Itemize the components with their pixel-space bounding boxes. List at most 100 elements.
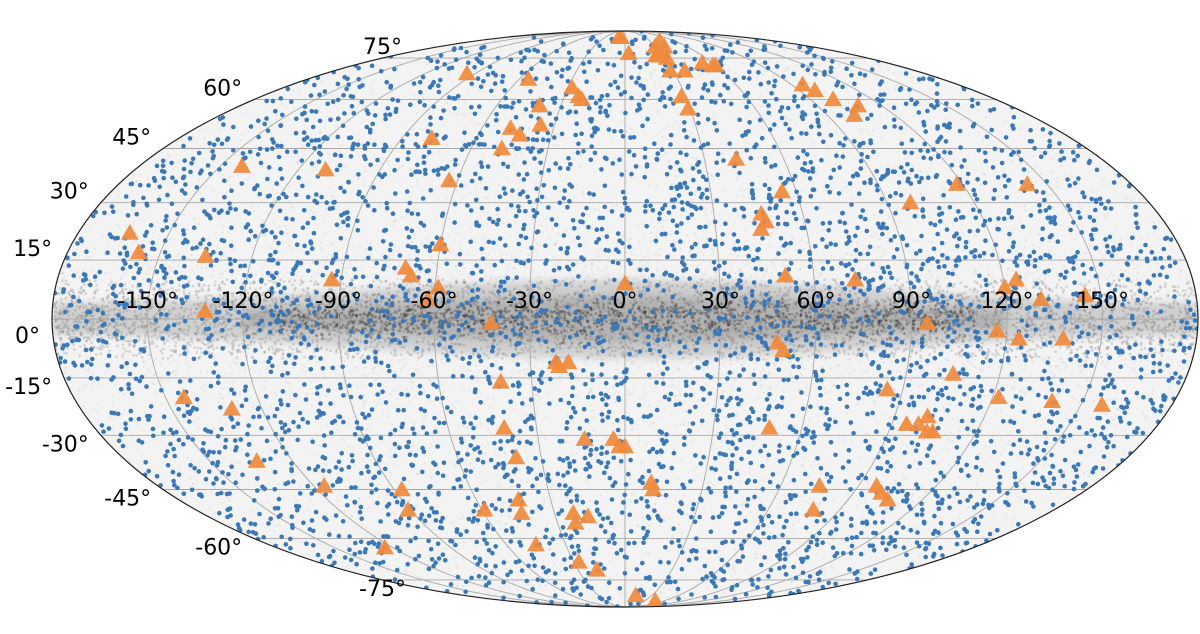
background-star — [746, 325, 750, 329]
background-star — [898, 139, 901, 142]
background-star — [734, 272, 737, 275]
background-star — [223, 282, 227, 286]
background-star — [401, 330, 405, 334]
background-star — [1188, 360, 1191, 363]
background-star — [1140, 379, 1143, 382]
background-star — [1069, 272, 1072, 275]
background-star — [760, 379, 763, 382]
background-star — [208, 275, 211, 278]
background-star — [686, 301, 689, 305]
background-star — [314, 374, 317, 377]
background-star — [574, 374, 577, 377]
background-star — [1005, 275, 1008, 278]
background-star — [301, 275, 304, 278]
background-star — [1084, 252, 1087, 255]
background-star — [745, 141, 749, 144]
background-star — [809, 532, 813, 536]
background-star — [249, 381, 252, 384]
background-star — [254, 370, 257, 373]
background-star — [802, 129, 805, 132]
background-star — [907, 316, 911, 319]
background-star — [273, 391, 277, 394]
background-star — [159, 361, 162, 364]
background-star — [834, 163, 837, 166]
background-star — [625, 170, 629, 173]
background-star — [679, 358, 682, 361]
background-star — [105, 272, 108, 275]
background-star — [229, 183, 232, 186]
background-star — [498, 479, 501, 482]
background-star — [846, 412, 849, 415]
background-star — [735, 255, 739, 258]
background-star — [598, 260, 601, 263]
background-star — [872, 129, 875, 132]
background-star — [274, 296, 278, 300]
background-star — [354, 255, 357, 258]
background-star — [362, 374, 365, 377]
background-star — [174, 227, 177, 231]
background-star — [195, 165, 198, 168]
background-star — [563, 230, 566, 233]
background-star — [813, 525, 816, 528]
background-star — [698, 384, 701, 387]
background-star — [435, 480, 438, 484]
background-star — [1058, 345, 1062, 349]
background-star — [1006, 121, 1010, 124]
background-star — [451, 403, 454, 406]
background-star — [310, 380, 313, 383]
background-star — [759, 291, 763, 294]
background-star — [798, 58, 801, 61]
background-star — [365, 375, 368, 378]
background-star — [612, 386, 615, 390]
background-star — [1134, 373, 1137, 376]
background-star — [748, 471, 751, 474]
background-star — [519, 249, 523, 253]
background-star — [417, 356, 420, 360]
background-star — [763, 310, 767, 314]
background-star — [874, 476, 877, 479]
background-star — [284, 534, 287, 537]
background-star — [749, 522, 752, 525]
background-star — [1136, 265, 1139, 268]
background-star — [425, 493, 428, 496]
background-star — [943, 331, 947, 335]
background-star — [543, 218, 546, 221]
background-star — [800, 344, 804, 348]
background-star — [105, 345, 109, 349]
background-star — [227, 231, 230, 234]
background-star — [213, 511, 216, 514]
background-star — [386, 211, 389, 214]
background-star — [272, 198, 276, 201]
background-star — [886, 103, 889, 106]
background-star — [380, 157, 383, 160]
background-star — [1034, 352, 1037, 355]
background-star — [773, 362, 776, 365]
background-star — [1068, 304, 1072, 307]
background-star — [190, 340, 194, 344]
background-star — [870, 556, 873, 559]
background-star — [780, 362, 783, 365]
background-star — [325, 274, 328, 277]
background-star — [544, 273, 548, 276]
background-star — [771, 261, 774, 264]
background-star — [1127, 306, 1130, 310]
background-star — [307, 358, 311, 362]
background-star — [957, 345, 961, 349]
background-star — [427, 365, 430, 368]
background-star — [984, 289, 988, 293]
background-star — [325, 348, 328, 351]
background-star — [564, 400, 567, 403]
background-star — [297, 248, 300, 251]
background-star — [492, 397, 495, 400]
background-star — [481, 380, 484, 384]
background-star — [945, 290, 949, 294]
background-star — [453, 406, 456, 409]
background-star — [693, 294, 696, 297]
background-star — [1007, 443, 1010, 446]
background-star — [132, 198, 136, 201]
background-star — [819, 425, 822, 428]
background-star — [505, 220, 508, 224]
background-star — [663, 436, 666, 439]
background-star — [82, 404, 85, 408]
background-star — [270, 449, 273, 452]
